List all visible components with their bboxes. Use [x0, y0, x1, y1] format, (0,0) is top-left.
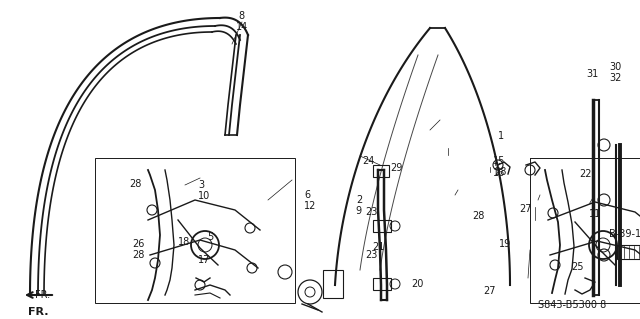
Text: 27: 27 [483, 286, 496, 295]
Text: S843-B5300 8: S843-B5300 8 [538, 300, 606, 310]
Text: 26
28: 26 28 [132, 239, 144, 260]
Text: 2
9: 2 9 [356, 195, 362, 216]
Bar [323, 270, 343, 298]
Text: FR.: FR. [28, 307, 49, 317]
Text: 27: 27 [520, 204, 532, 213]
Text: 4
11: 4 11 [589, 198, 601, 219]
Text: 6
12: 6 12 [304, 190, 316, 211]
Text: 18: 18 [178, 237, 190, 247]
Text: 28: 28 [494, 167, 506, 177]
Bar [373, 278, 391, 290]
Text: 24: 24 [362, 156, 374, 166]
Bar [373, 165, 389, 177]
Bar [617, 245, 640, 259]
Text: 20: 20 [412, 279, 424, 289]
Bar [373, 220, 391, 232]
Text: B-39-10: B-39-10 [609, 229, 640, 239]
Text: 31: 31 [586, 69, 598, 78]
Text: 19: 19 [499, 239, 511, 249]
Text: 23: 23 [365, 207, 378, 217]
Text: 23: 23 [365, 250, 378, 260]
Text: 8
14: 8 14 [236, 11, 248, 32]
Text: 29: 29 [390, 163, 403, 173]
Text: 25: 25 [571, 262, 584, 271]
Text: 22: 22 [579, 169, 592, 179]
Text: FR.: FR. [35, 290, 50, 300]
Text: 30
32: 30 32 [609, 62, 621, 83]
Text: 28: 28 [472, 211, 484, 220]
Text: 21: 21 [372, 242, 384, 252]
Bar [530, 158, 640, 303]
Text: 3
10: 3 10 [198, 180, 211, 201]
Text: 15
16: 15 16 [493, 156, 505, 177]
Text: 17: 17 [198, 255, 211, 264]
Text: 28: 28 [129, 179, 141, 189]
Text: 1: 1 [498, 131, 504, 141]
Text: 5: 5 [207, 232, 213, 242]
Bar [95, 158, 295, 303]
